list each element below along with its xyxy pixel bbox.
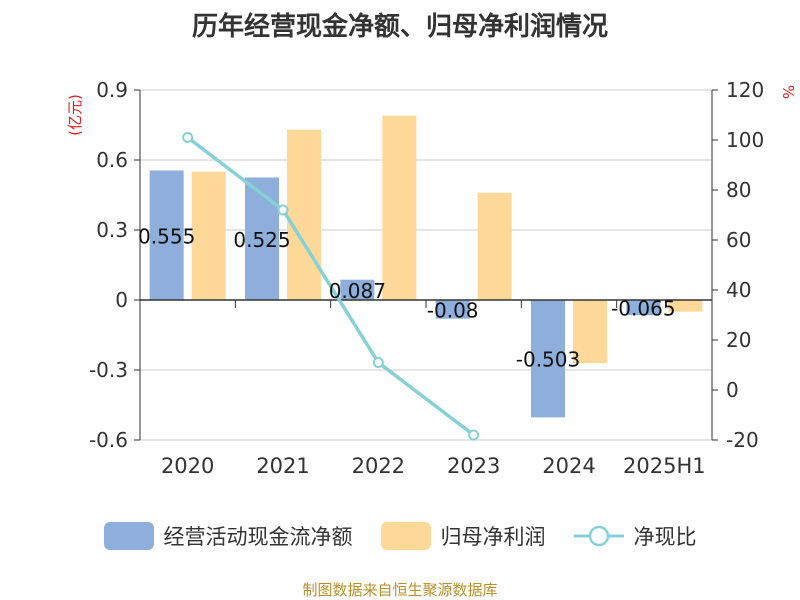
bar-cashflow — [435, 300, 470, 319]
right-axis-tick-label: 40 — [726, 278, 751, 302]
bar-cashflow — [245, 177, 279, 300]
bar-cashflow — [626, 300, 661, 316]
right-axis-unit: % — [779, 85, 797, 99]
legend-swatch-cashflow — [103, 522, 154, 550]
bar-net-profit — [287, 129, 321, 300]
data-label-cashflow: 0.525 — [233, 228, 290, 252]
bar-net-profit — [477, 192, 512, 300]
bar-net-profit — [573, 300, 607, 363]
chart-title: 历年经营现金净额、归母净利润情况 — [191, 12, 608, 42]
left-axis-tick-label: 0.3 — [96, 218, 128, 242]
legend-label-cashflow: 经营活动现金流净额 — [163, 525, 353, 549]
data-label-cashflow: -0.08 — [427, 298, 479, 322]
left-axis-tick-label: -0.6 — [89, 428, 128, 452]
bar-cashflow — [531, 300, 565, 418]
point-cash-ratio — [277, 204, 289, 216]
bar-net-profit — [382, 115, 417, 301]
legend-item-cashflow[interactable]: 经营活动现金流净额 — [103, 521, 353, 551]
x-axis-tick-label: 2025H1 — [623, 454, 706, 478]
data-label-cashflow: 0.555 — [138, 224, 195, 248]
x-axis-tick-label: 2023 — [447, 454, 500, 478]
right-axis-tick-label: 100 — [726, 128, 764, 152]
source-note: 制图数据来自恒生聚源数据库 — [302, 581, 498, 599]
left-axis-tick-label: -0.3 — [89, 358, 128, 382]
line-cash-ratio — [186, 136, 475, 437]
legend-label-cash-ratio: 净现比 — [633, 525, 697, 549]
x-axis-tick-label: 2021 — [256, 454, 309, 478]
x-axis-tick-label: 2022 — [352, 454, 405, 478]
bar-net-profit — [668, 300, 703, 312]
right-axis-tick-label: 0 — [726, 378, 739, 402]
left-axis-tick-label: 0.9 — [96, 78, 128, 102]
bar-net-profit — [191, 171, 226, 300]
right-axis-tick-label: 80 — [726, 178, 751, 202]
legend-label-net-profit: 归母净利润 — [440, 525, 546, 549]
data-label-cashflow: 0.087 — [329, 279, 386, 303]
right-axis-tick-label: -20 — [726, 428, 759, 452]
x-axis-tick-label: 2024 — [542, 454, 595, 478]
legend-swatch-cash-ratio — [573, 522, 624, 550]
data-label-cashflow: -0.503 — [516, 348, 580, 372]
right-axis-tick-label: 20 — [726, 328, 751, 352]
right-axis-tick-label: 120 — [726, 78, 764, 102]
point-cash-ratio — [372, 357, 384, 368]
point-cash-ratio — [468, 429, 480, 441]
legend-item-net-profit[interactable]: 归母净利润 — [380, 521, 546, 551]
x-axis-tick-label: 2020 — [161, 454, 214, 478]
data-label-cashflow: -0.065 — [611, 297, 675, 321]
bar-cashflow — [340, 279, 375, 300]
left-axis-tick-label: 0 — [115, 288, 128, 312]
legend-item-cash-ratio[interactable]: 净现比 — [573, 521, 697, 551]
bar-cashflow — [149, 170, 184, 300]
chart-legend: 经营活动现金流净额 归母净利润 净现比 — [0, 518, 800, 554]
right-axis-tick-label: 60 — [726, 228, 751, 252]
left-axis-tick-label: 0.6 — [96, 148, 128, 172]
point-cash-ratio — [182, 132, 194, 143]
legend-swatch-net-profit — [380, 522, 431, 550]
left-axis-unit: (亿元) — [66, 94, 84, 136]
